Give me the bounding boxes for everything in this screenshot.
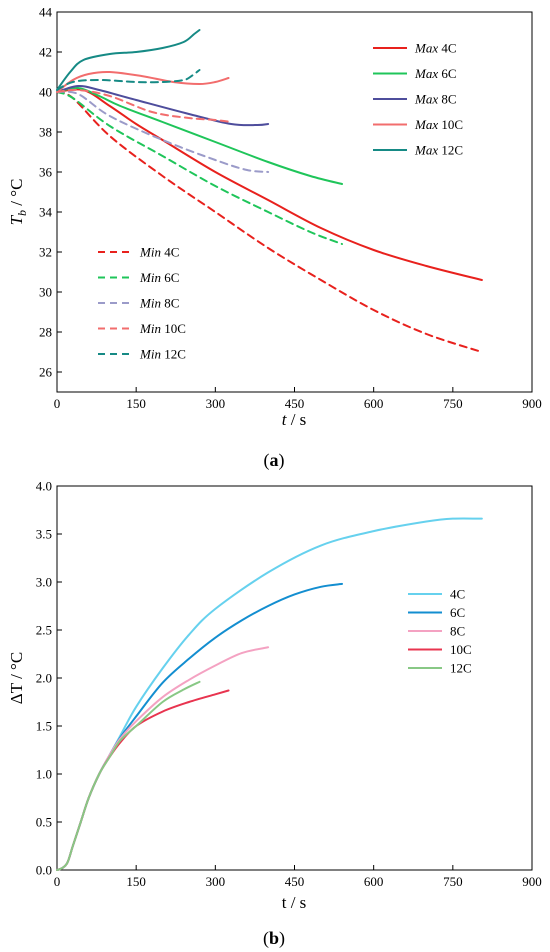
legend-label-max-12c: Max 12C xyxy=(414,143,463,158)
legend-label-12c: 12C xyxy=(450,661,472,676)
chart-a-panel-label: (a) xyxy=(264,450,285,471)
chart-a-ytick-label: 30 xyxy=(39,285,52,300)
chart-b-xtick-label: 0 xyxy=(54,874,61,889)
chart-a-ytick-label: 32 xyxy=(39,245,52,260)
legend-label-6c: 6C xyxy=(450,605,465,620)
chart-a-xtick-label: 450 xyxy=(285,396,305,411)
chart-b-ytick-label: 3.5 xyxy=(36,527,52,542)
chart-a-xlabel: t / s xyxy=(282,410,307,429)
series-line-12c xyxy=(56,680,201,871)
legend-label-10c: 10C xyxy=(450,642,472,657)
chart-b-ytick-label: 2.0 xyxy=(36,671,52,686)
chart-a-series xyxy=(56,29,483,353)
chart-b: 0 150 300 450 600 750 900 0.0 0.5 1.0 1.5 2.0 2.5 3.0… xyxy=(7,479,542,950)
chart-b-xtick-label: 450 xyxy=(285,874,305,889)
legend-label-min-6c: Min 6C xyxy=(139,270,179,285)
chart-a-axes: 0 150 300 450 600 750 900 26 28 30 32 34 36 38 40 42 44 xyxy=(39,5,542,412)
chart-a-ytick-label: 26 xyxy=(39,365,53,380)
series-line-6c xyxy=(56,582,343,871)
chart-a-legend-max: Max 4C Max 6C Max 8C Max 10C Max 12C xyxy=(373,41,463,158)
legend-label-min-4c: Min 4C xyxy=(139,245,179,260)
chart-b-ytick-label: 1.0 xyxy=(36,767,52,782)
chart-a-ytick-label: 34 xyxy=(39,205,53,220)
series-line-min-10c xyxy=(56,88,233,123)
legend-label-8c: 8C xyxy=(450,624,465,639)
chart-b-panel-label: (b) xyxy=(263,928,285,949)
chart-b-xtick-label: 600 xyxy=(364,874,384,889)
chart-b-ytick-label: 4.0 xyxy=(36,479,52,494)
series-line-max-10c xyxy=(56,70,230,93)
chart-a-xtick-label: 300 xyxy=(206,396,226,411)
chart-a-xtick-label: 750 xyxy=(443,396,463,411)
chart-b-ytick-label: 2.5 xyxy=(36,623,52,638)
legend-label-max-8c: Max 8C xyxy=(414,92,457,107)
chart-b-ytick-label: 0.5 xyxy=(36,815,52,830)
series-line-4c xyxy=(56,517,483,871)
legend-label-min-12c: Min 12C xyxy=(139,347,186,362)
chart-b-ytick-label: 0.0 xyxy=(36,863,52,878)
chart-a-ytick-label: 28 xyxy=(39,325,52,340)
series-line-max-6c xyxy=(56,86,343,185)
chart-b-xtick-label: 150 xyxy=(126,874,146,889)
chart-a-ytick-label: 40 xyxy=(39,85,52,100)
legend-label-min-8c: Min 8C xyxy=(139,296,179,311)
series-line-max-8c xyxy=(56,84,270,127)
chart-a-ytick-label: 42 xyxy=(39,45,52,60)
chart-a-ytick-label: 38 xyxy=(39,125,52,140)
chart-b-series xyxy=(56,517,483,871)
chart-b-legend: 4C 6C 8C 10C 12C xyxy=(408,587,472,676)
chart-b-xtick-label: 900 xyxy=(522,874,542,889)
chart-a-ytick-label: 44 xyxy=(39,5,53,20)
chart-a-xtick-label: 0 xyxy=(54,396,61,411)
chart-a: 0 150 300 450 600 750 90026283032343638404244 … xyxy=(7,5,542,472)
chart-b-ytick-label: 3.0 xyxy=(36,575,52,590)
series-line-min-6c xyxy=(56,91,343,245)
series-line-10c xyxy=(56,689,230,871)
chart-b-frame xyxy=(56,485,533,871)
series-line-min-4c xyxy=(56,91,483,353)
chart-a-legend-min: Min 4C Min 6C Min 8C Min 10C Min 12C xyxy=(98,245,186,362)
chart-a-ylabel: Tb / °C xyxy=(7,179,29,226)
legend-label-min-10c: Min 10C xyxy=(139,321,186,336)
chart-b-ylabel: ΔT / °C xyxy=(7,652,26,704)
chart-a-xtick-label: 150 xyxy=(126,396,146,411)
series-line-min-12c xyxy=(56,69,201,91)
chart-a-xtick-label: 600 xyxy=(364,396,384,411)
chart-a-frame xyxy=(56,11,533,393)
series-line-max-4c xyxy=(56,88,483,281)
chart-b-ytick-label: 1.5 xyxy=(36,719,52,734)
chart-b-xtick-label: 750 xyxy=(443,874,463,889)
chart-b-axes: 0 150 300 450 600 750 900 0.0 0.5 1.0 1.5 2.0 2.5 3.0… xyxy=(36,479,542,890)
legend-label-max-10c: Max 10C xyxy=(414,117,463,132)
series-line-8c xyxy=(56,646,270,871)
chart-a-xtick-label: 900 xyxy=(522,396,542,411)
series-line-max-12c xyxy=(56,29,201,91)
chart-b-xlabel: t / s xyxy=(282,893,307,912)
legend-label-4c: 4C xyxy=(450,587,465,602)
chart-a-ytick-label: 36 xyxy=(39,165,53,180)
legend-label-max-6c: Max 6C xyxy=(414,66,457,81)
legend-label-max-4c: Max 4C xyxy=(414,41,457,56)
series-line-min-8c xyxy=(56,90,270,173)
chart-b-xtick-label: 300 xyxy=(206,874,226,889)
